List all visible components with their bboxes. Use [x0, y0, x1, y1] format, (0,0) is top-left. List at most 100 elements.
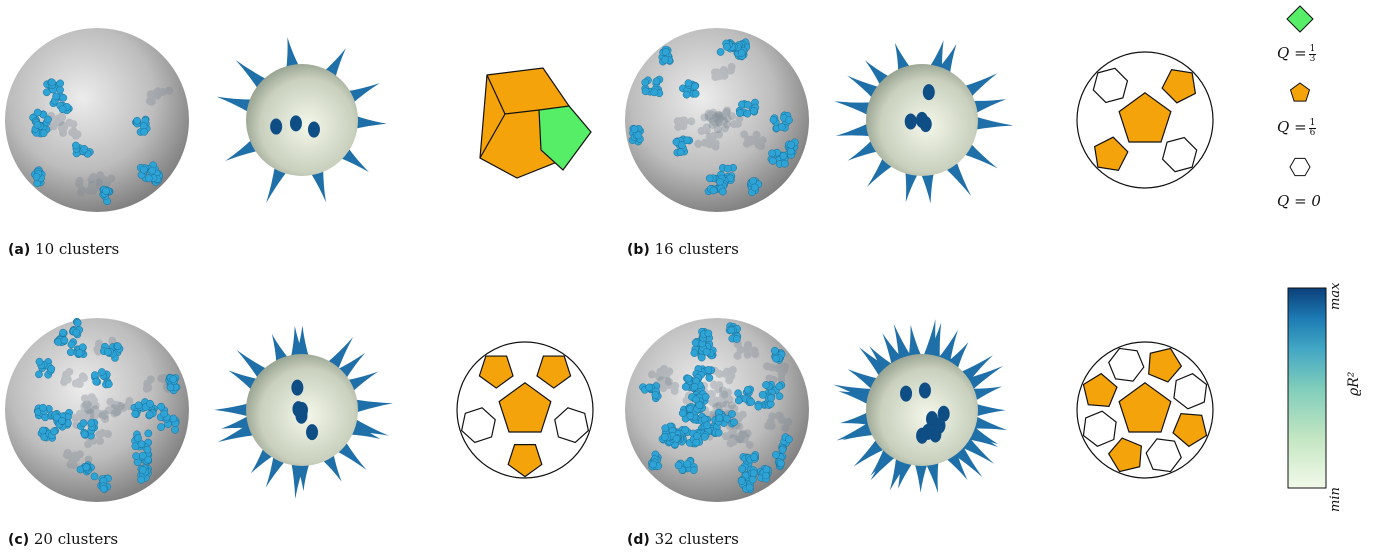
cluster [767, 148, 789, 168]
cluster [66, 338, 88, 359]
density-spike [295, 325, 310, 359]
cluster [165, 373, 181, 395]
density-spike [924, 459, 939, 494]
cluster-sphere [625, 28, 809, 212]
density-spike [345, 83, 380, 105]
caption-b: (b) 16 clusters [627, 240, 739, 258]
cluster [739, 451, 760, 471]
pentagon-face [1093, 136, 1129, 172]
hexagon-icon [1289, 157, 1311, 177]
density-spike [325, 336, 354, 372]
density-peak [915, 111, 928, 128]
density-spike [347, 421, 381, 439]
cluster-back [704, 106, 732, 123]
cluster [132, 115, 151, 136]
cluster [739, 477, 755, 494]
cluster [132, 445, 153, 466]
cluster [156, 413, 180, 434]
panel-c [5, 317, 594, 502]
hexagon-face [1173, 373, 1208, 410]
hexagon-face [554, 407, 590, 444]
cluster [658, 424, 682, 444]
pentagon-face [536, 355, 572, 389]
cluster [746, 177, 763, 197]
density-peak [916, 427, 929, 444]
cluster [100, 342, 124, 362]
cluster-back [740, 130, 767, 151]
square-face [538, 105, 592, 171]
density-peak [904, 113, 917, 130]
density-spike [970, 99, 1007, 115]
cluster-back [106, 396, 134, 418]
density-sphere [246, 64, 358, 176]
density-spike [973, 403, 1006, 418]
density-peak [270, 118, 283, 135]
polyhedron-edge [479, 74, 540, 159]
cluster-back [57, 118, 82, 140]
cluster [685, 395, 706, 416]
density-spike [944, 159, 972, 196]
cluster [71, 141, 94, 158]
density-spike [926, 322, 942, 362]
hexagon-face [1161, 136, 1198, 173]
density-spike [963, 366, 1003, 392]
pentagon-face [507, 444, 543, 478]
cluster [42, 78, 65, 97]
density-spike [905, 169, 919, 203]
cluster [681, 373, 703, 392]
density-spike [266, 164, 288, 203]
density-spike [353, 115, 387, 130]
cluster [778, 433, 793, 454]
cluster-back [651, 376, 680, 395]
cluster [648, 450, 663, 471]
hexagon-face [1145, 438, 1182, 473]
cluster-back [80, 393, 100, 414]
density-spike [834, 101, 874, 117]
density-spike [893, 323, 913, 364]
cluster-back [98, 402, 126, 424]
cluster [658, 45, 674, 66]
cluster-back [648, 364, 674, 386]
density-peak [900, 385, 913, 402]
cluster [91, 368, 113, 389]
cluster [136, 161, 158, 183]
hexagon-face [1092, 67, 1129, 104]
cluster [716, 39, 738, 56]
cluster-back [694, 130, 724, 151]
cluster-back [673, 116, 696, 132]
cluster-back [145, 86, 174, 106]
density-spike [291, 460, 306, 499]
density-peak [292, 401, 305, 418]
cluster [76, 461, 99, 481]
cluster [674, 456, 698, 475]
density-spike [936, 329, 958, 366]
cluster [756, 464, 772, 483]
pentagon-face [498, 382, 552, 433]
cluster [29, 108, 52, 130]
caption-a: (a) 10 clusters [8, 240, 120, 258]
hexagon-face [460, 407, 496, 444]
cluster [99, 185, 114, 205]
cluster-back [63, 448, 93, 470]
cluster-back [764, 411, 793, 433]
cluster [737, 465, 758, 485]
cluster [679, 79, 700, 99]
legend-label-square: Q = 1 3 [1277, 43, 1317, 64]
cluster [50, 409, 72, 431]
cluster-back [763, 362, 789, 384]
density-spike [309, 167, 327, 203]
density-spike [969, 386, 1003, 403]
density-spike [889, 455, 910, 491]
cluster [754, 390, 775, 411]
density-spike [286, 37, 300, 71]
cluster [770, 346, 786, 364]
cluster [35, 357, 56, 379]
density-spike [221, 414, 254, 429]
panel-a [5, 28, 592, 212]
cluster [639, 382, 662, 403]
cluster [762, 380, 786, 401]
pentagon-face [1107, 437, 1142, 473]
cluster [783, 138, 799, 159]
cluster [77, 419, 99, 440]
cluster [769, 111, 793, 133]
